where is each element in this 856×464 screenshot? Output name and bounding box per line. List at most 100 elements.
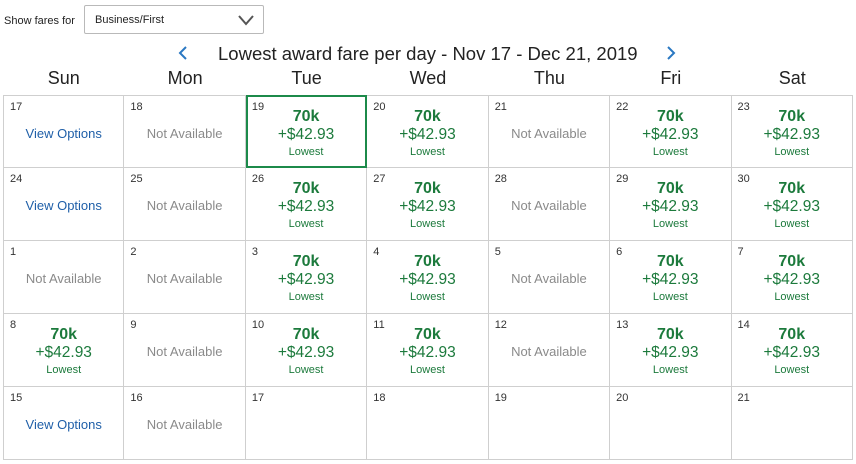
day-number: 19 bbox=[251, 101, 265, 113]
day-number: 27 bbox=[373, 173, 386, 185]
fare-miles: 70k bbox=[778, 253, 806, 270]
fare-miles: 70k bbox=[778, 180, 806, 197]
fare-price: +$42.93 bbox=[642, 198, 699, 215]
day-cell[interactable]: 27 70k +$42.93 Lowest bbox=[367, 168, 489, 241]
day-cell: 20 bbox=[610, 387, 732, 460]
fare-miles: 70k bbox=[50, 326, 78, 343]
day-number: 17 bbox=[10, 101, 23, 113]
fare-note: Lowest bbox=[288, 364, 324, 376]
day-cell[interactable]: 30 70k +$42.93 Lowest bbox=[731, 168, 853, 241]
not-available-text: Not Available bbox=[511, 126, 587, 141]
day-number: 29 bbox=[616, 173, 629, 185]
day-number: 6 bbox=[616, 246, 623, 258]
not-available-text: Not Available bbox=[511, 271, 587, 286]
fare-miles: 70k bbox=[414, 253, 441, 270]
fare-miles: 70k bbox=[656, 180, 684, 197]
not-available-text: Not Available bbox=[25, 271, 102, 286]
day-cell: 21 Not Available bbox=[488, 95, 611, 168]
day-cell[interactable]: 20 70k +$42.93 Lowest bbox=[367, 95, 489, 168]
not-available-text: Not Available bbox=[146, 271, 223, 286]
fare-note: Lowest bbox=[410, 364, 445, 376]
day-number: 23 bbox=[737, 101, 750, 113]
day-number: 26 bbox=[251, 173, 265, 185]
not-available-text: Not Available bbox=[146, 126, 223, 141]
fare-note: Lowest bbox=[288, 218, 324, 230]
fare-price: +$42.93 bbox=[642, 126, 699, 143]
day-cell[interactable]: 26 70k +$42.93 Lowest bbox=[245, 168, 368, 241]
day-number: 9 bbox=[130, 319, 137, 331]
day-cell[interactable]: 22 70k +$42.93 Lowest bbox=[610, 95, 732, 168]
fare-price: +$42.93 bbox=[277, 344, 335, 361]
weekday-header: Tue bbox=[291, 68, 322, 88]
fare-price: +$42.93 bbox=[763, 126, 820, 143]
fare-price: +$42.93 bbox=[277, 126, 335, 143]
fare-price: +$42.93 bbox=[399, 344, 456, 361]
chevron-right-icon[interactable] bbox=[664, 45, 678, 66]
day-cell: 18 Not Available bbox=[124, 95, 246, 168]
day-cell[interactable]: 29 70k +$42.93 Lowest bbox=[610, 168, 732, 241]
day-number: 18 bbox=[373, 392, 386, 404]
day-number: 21 bbox=[494, 101, 507, 113]
day-number: 1 bbox=[10, 246, 17, 258]
day-cell[interactable]: 14 70k +$42.93 Lowest bbox=[731, 314, 853, 387]
day-number: 13 bbox=[616, 319, 629, 331]
day-cell: 18 bbox=[367, 387, 489, 460]
day-cell: 2 Not Available bbox=[124, 241, 246, 314]
calendar-header: Lowest award fare per day - Nov 17 - Dec… bbox=[0, 40, 856, 66]
fare-note: Lowest bbox=[774, 364, 810, 376]
day-cell[interactable]: 17 View Options bbox=[3, 95, 125, 168]
day-number: 12 bbox=[494, 319, 507, 331]
cabin-class-select[interactable]: Business/First bbox=[84, 5, 264, 34]
day-cell: 28 Not Available bbox=[488, 168, 611, 241]
fare-price: +$42.93 bbox=[399, 126, 456, 143]
day-cell[interactable]: 8 70k +$42.93 Lowest bbox=[3, 314, 125, 387]
view-options-link[interactable]: View Options bbox=[25, 198, 102, 213]
day-number: 20 bbox=[616, 392, 629, 404]
view-options-link[interactable]: View Options bbox=[25, 126, 102, 141]
fare-filter-bar: Show fares for bbox=[4, 5, 83, 36]
fare-note: Lowest bbox=[652, 364, 688, 376]
day-cell[interactable]: 11 70k +$42.93 Lowest bbox=[367, 314, 489, 387]
calendar-title: Lowest award fare per day - Nov 17 - Dec… bbox=[218, 43, 638, 64]
day-cell[interactable]: 23 70k +$42.93 Lowest bbox=[731, 95, 853, 168]
day-cell[interactable]: 10 70k +$42.93 Lowest bbox=[245, 314, 368, 387]
day-cell: 9 Not Available bbox=[124, 314, 246, 387]
day-number: 15 bbox=[10, 392, 23, 404]
day-cell[interactable]: 4 70k +$42.93 Lowest bbox=[367, 241, 489, 314]
day-cell[interactable]: 15 View Options bbox=[3, 387, 125, 460]
day-cell[interactable]: 7 70k +$42.93 Lowest bbox=[731, 241, 853, 314]
fare-note: Lowest bbox=[288, 291, 324, 303]
weekday-header: Sun bbox=[47, 68, 80, 88]
fare-miles: 70k bbox=[414, 180, 441, 197]
fare-price: +$42.93 bbox=[35, 344, 92, 361]
fare-miles: 70k bbox=[778, 108, 806, 125]
not-available-text: Not Available bbox=[146, 344, 223, 359]
view-options-link[interactable]: View Options bbox=[25, 417, 102, 432]
fare-filter-label: Show fares for bbox=[4, 14, 75, 27]
weekday-header: Wed bbox=[409, 68, 447, 88]
day-number: 24 bbox=[10, 173, 23, 185]
day-number: 19 bbox=[494, 392, 507, 404]
fare-price: +$42.93 bbox=[763, 271, 820, 288]
day-cell[interactable]: 3 70k +$42.93 Lowest bbox=[245, 241, 368, 314]
day-cell: 21 bbox=[731, 387, 853, 460]
fare-miles: 70k bbox=[292, 108, 320, 125]
weekday-header: Mon bbox=[167, 68, 203, 88]
fare-note: Lowest bbox=[774, 218, 810, 230]
day-number: 2 bbox=[130, 246, 137, 258]
not-available-text: Not Available bbox=[511, 344, 587, 359]
day-number: 7 bbox=[737, 246, 744, 258]
day-cell[interactable]: 13 70k +$42.93 Lowest bbox=[610, 314, 732, 387]
day-number: 10 bbox=[251, 319, 265, 331]
fare-miles: 70k bbox=[778, 326, 806, 343]
day-cell[interactable]: 6 70k +$42.93 Lowest bbox=[610, 241, 732, 314]
weekday-header: Thu bbox=[533, 68, 565, 88]
day-number: 21 bbox=[737, 392, 750, 404]
weekday-header: Fri bbox=[660, 68, 682, 88]
not-available-text: Not Available bbox=[511, 198, 587, 213]
cabin-class-value: Business/First bbox=[95, 14, 165, 26]
chevron-left-icon[interactable] bbox=[176, 45, 190, 66]
day-number: 14 bbox=[737, 319, 750, 331]
day-cell-selected[interactable]: 19 70k +$42.93 Lowest bbox=[245, 95, 368, 168]
day-cell[interactable]: 24 View Options bbox=[3, 168, 125, 241]
